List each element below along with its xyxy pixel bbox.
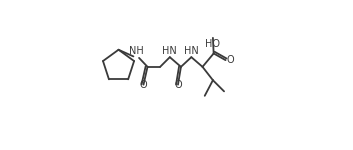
Text: HN: HN — [162, 46, 177, 56]
Text: O: O — [140, 80, 147, 90]
Text: HN: HN — [184, 46, 199, 56]
Text: NH: NH — [129, 46, 144, 56]
Text: HO: HO — [205, 39, 220, 49]
Text: O: O — [226, 55, 234, 65]
Text: O: O — [174, 80, 182, 90]
